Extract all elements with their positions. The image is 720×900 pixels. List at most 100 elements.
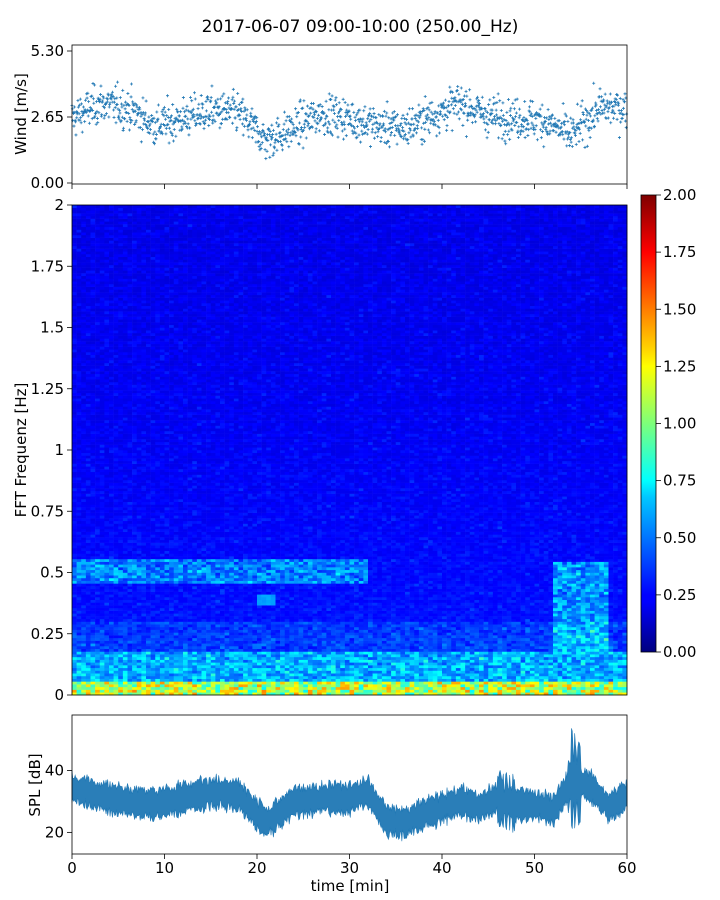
- spectrogram-cell: [160, 632, 165, 635]
- spectrogram-cell: [128, 684, 133, 687]
- spectrogram-cell: [104, 398, 109, 401]
- spectrogram-cell: [72, 515, 77, 518]
- spectrogram-cell: [141, 311, 146, 314]
- spectrogram-cell: [146, 393, 151, 396]
- spectrogram-cell: [100, 627, 105, 630]
- spectrogram-cell: [123, 387, 128, 390]
- spectrogram-cell: [137, 622, 142, 625]
- spectrogram-cell: [128, 344, 133, 347]
- spectrogram-cell: [86, 553, 91, 556]
- spectrogram-cell: [91, 472, 96, 475]
- spectrogram-cell: [95, 679, 100, 682]
- spectrogram-cell: [114, 608, 119, 611]
- spectrogram-cell: [100, 543, 105, 546]
- wind-point: [503, 123, 506, 126]
- wind-point: [210, 84, 213, 87]
- spectrogram-cell: [91, 513, 96, 516]
- spectrogram-cell: [155, 352, 160, 355]
- spectrogram-cell: [91, 545, 96, 548]
- wind-point: [437, 104, 440, 107]
- spectrogram-cell: [137, 515, 142, 518]
- spectrogram-cell: [160, 630, 165, 633]
- spectrogram-cell: [86, 638, 91, 641]
- spectrogram-cell: [100, 622, 105, 625]
- spectrogram-cell: [114, 352, 119, 355]
- spectrogram-cell: [128, 624, 133, 627]
- spectrogram-cell: [109, 240, 114, 243]
- spectrogram-cell: [95, 622, 100, 625]
- spectrogram-cell: [128, 475, 133, 478]
- spectrogram-cell: [95, 583, 100, 586]
- spectrogram-cell: [95, 548, 100, 551]
- spectrogram-cell: [137, 235, 142, 238]
- spectrogram-cell: [104, 630, 109, 633]
- spectrogram-cell: [128, 488, 133, 491]
- spectrogram-cell: [86, 543, 91, 546]
- spectrogram-cell: [123, 502, 128, 505]
- spectrogram-cell: [81, 295, 86, 298]
- spectrogram-cell: [160, 524, 165, 527]
- spectrogram-cell: [151, 254, 156, 257]
- spectrogram-cell: [86, 382, 91, 385]
- spectrogram-cell: [114, 660, 119, 663]
- spectrogram-cell: [109, 464, 114, 467]
- spectrogram-cell: [100, 624, 105, 627]
- spectrogram-cell: [118, 524, 123, 527]
- spectrogram-cell: [132, 559, 137, 562]
- spectrogram-cell: [77, 270, 82, 273]
- spectrogram-cell: [151, 390, 156, 393]
- spectrogram-cell: [100, 632, 105, 635]
- spectrogram-cell: [100, 385, 105, 388]
- spectrogram-cell: [146, 687, 151, 690]
- spectrogram-cell: [160, 412, 165, 415]
- wind-point: [402, 114, 405, 117]
- spectrogram-cell: [109, 349, 114, 352]
- spectrogram-cell: [91, 602, 96, 605]
- spectrogram-cell: [77, 374, 82, 377]
- spectrogram-cell: [114, 469, 119, 472]
- spectrogram-cell: [132, 415, 137, 418]
- spectrogram-cell: [100, 344, 105, 347]
- spectrogram-cell: [118, 455, 123, 458]
- spectrogram-cell: [123, 259, 128, 262]
- spectrogram-cell: [132, 521, 137, 524]
- spectrogram-cell: [114, 575, 119, 578]
- spectrogram-cell: [100, 311, 105, 314]
- spectrogram-cell: [91, 382, 96, 385]
- spectrogram-cell: [155, 347, 160, 350]
- spectrogram-cell: [118, 352, 123, 355]
- spectrogram-cell: [72, 556, 77, 559]
- spectrogram-cell: [72, 276, 77, 279]
- spectrogram-cell: [146, 681, 151, 684]
- spectrogram-cell: [146, 581, 151, 584]
- spectrogram-cell: [72, 559, 77, 562]
- spectrogram-cell: [123, 398, 128, 401]
- spectrogram-cell: [114, 624, 119, 627]
- wind-point: [354, 116, 357, 119]
- spectrogram-cell: [128, 447, 133, 450]
- spectrogram-cell: [146, 232, 151, 235]
- spectrogram-cell: [104, 249, 109, 252]
- spectrogram-cell: [95, 445, 100, 448]
- spectrogram-cell: [146, 349, 151, 352]
- spectrogram-cell: [151, 262, 156, 265]
- spectrogram-cell: [160, 289, 165, 292]
- spectrogram-cell: [95, 592, 100, 595]
- spectrogram-cell: [109, 303, 114, 306]
- wind-point: [380, 136, 383, 139]
- spectrogram-cell: [95, 322, 100, 325]
- spectrogram-cell: [137, 643, 142, 646]
- spectrogram-cell: [77, 662, 82, 665]
- spectrogram-cell: [100, 551, 105, 554]
- spectrogram-cell: [155, 529, 160, 532]
- spectrogram-cell: [137, 434, 142, 437]
- spectrogram-cell: [104, 363, 109, 366]
- spectrogram-cell: [81, 352, 86, 355]
- spectrogram-cell: [141, 240, 146, 243]
- spectrogram-cell: [141, 366, 146, 369]
- wind-point: [540, 136, 543, 139]
- spectrogram-cell: [132, 681, 137, 684]
- spectrogram-cell: [100, 238, 105, 241]
- wind-point: [331, 94, 334, 97]
- spectrogram-cell: [81, 564, 86, 567]
